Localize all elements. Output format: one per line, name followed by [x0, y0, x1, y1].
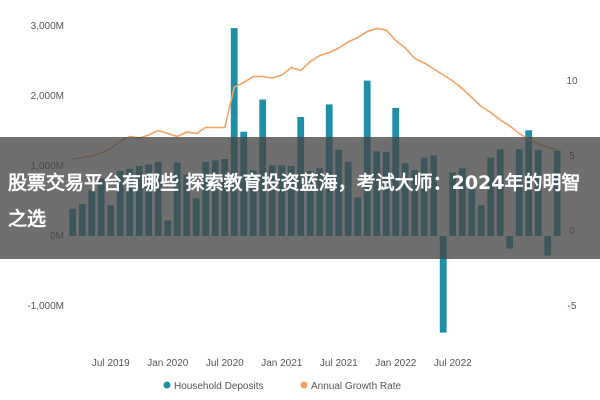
y-right-tick-label: -5	[568, 301, 577, 312]
bar-household-deposits-39	[439, 236, 447, 333]
bar-household-deposits-17	[230, 28, 238, 236]
x-tick-label: Jul 2019	[92, 358, 130, 369]
y-right-tick-label: 10	[566, 76, 578, 87]
legend-swatch-annual-growth-rate	[300, 381, 308, 389]
y-left-tick-label: 2,000M	[31, 91, 64, 102]
headline-text: 股票交易平台有哪些 探索教育投资蓝海，考试大师：2024年的明智之选	[8, 172, 581, 230]
legend-label-household-deposits: Household Deposits	[174, 381, 264, 392]
legend: Household Deposits Annual Growth Rate	[163, 381, 401, 392]
x-tick-label: Jan 2020	[147, 358, 189, 369]
x-tick-label: Jan 2021	[261, 358, 303, 369]
y-left-tick-label: 3,000M	[31, 21, 64, 32]
x-tick-label: Jan 2022	[375, 358, 417, 369]
x-tick-label: Jul 2021	[320, 358, 358, 369]
y-left-tick-label: -1,000M	[27, 301, 64, 312]
x-tick-label: Jul 2022	[434, 358, 472, 369]
legend-label-annual-growth-rate: Annual Growth Rate	[311, 381, 401, 392]
x-tick-label: Jul 2020	[206, 358, 244, 369]
headline-banner: 股票交易平台有哪些 探索教育投资蓝海，考试大师：2024年的明智之选	[0, 137, 600, 259]
x-axis-ticks: Jul 2019 Jan 2020 Jul 2020 Jan 2021 Jul 2021…	[92, 358, 472, 369]
legend-swatch-household-deposits	[163, 381, 171, 389]
line-series-group	[72, 27, 558, 160]
line-annual-growth-rate	[72, 27, 558, 160]
